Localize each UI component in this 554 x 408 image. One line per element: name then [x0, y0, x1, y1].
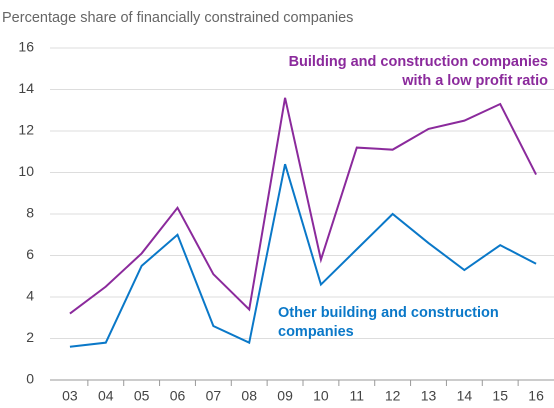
y-tick-label: 12	[18, 122, 34, 138]
x-tick-label: 05	[134, 388, 150, 404]
x-tick-label: 08	[241, 388, 257, 404]
x-tick-label: 10	[313, 388, 329, 404]
y-tick-label: 8	[26, 205, 34, 221]
x-tick-label: 15	[492, 388, 508, 404]
x-tick-label: 13	[421, 388, 437, 404]
x-tick-label: 11	[350, 388, 365, 404]
x-tick-label: 14	[457, 388, 473, 404]
y-tick-label: 14	[18, 80, 34, 96]
x-tick-label: 03	[62, 388, 78, 404]
series-line	[69, 163, 537, 348]
y-tick-label: 0	[26, 371, 34, 387]
x-tick-label: 09	[277, 388, 293, 404]
series-label: Building and construction companies	[289, 54, 548, 70]
series-label: with a low profit ratio	[401, 73, 548, 89]
y-tick-label: 6	[26, 246, 34, 262]
y-tick-label: 16	[18, 39, 34, 55]
x-tick-label: 06	[170, 388, 186, 404]
x-tick-label: 04	[98, 388, 114, 404]
series-label: Other building and construction	[278, 305, 499, 321]
series-line	[69, 97, 537, 315]
y-tick-label: 2	[26, 329, 34, 345]
x-tick-label: 07	[206, 388, 222, 404]
x-tick-label: 16	[528, 388, 544, 404]
y-tick-label: 4	[26, 288, 34, 304]
x-tick-label: 12	[385, 388, 401, 404]
y-tick-label: 10	[18, 163, 34, 179]
chart-title: Percentage share of financially constrai…	[2, 10, 353, 26]
series-label: companies	[278, 324, 354, 340]
